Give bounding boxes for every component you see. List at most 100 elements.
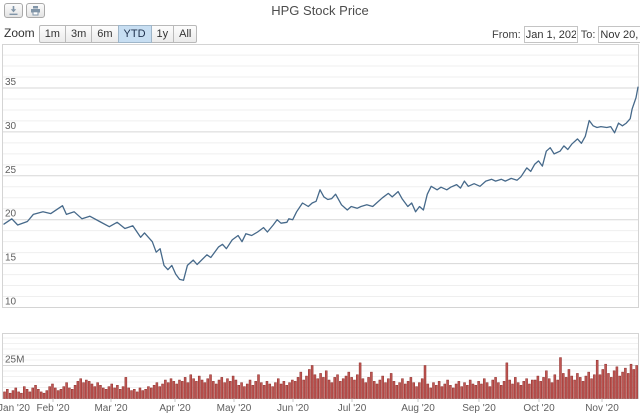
volume-bar (209, 374, 212, 399)
volume-bar (65, 382, 68, 399)
volume-bar (14, 387, 18, 399)
volume-bar (3, 391, 6, 399)
volume-bar (621, 371, 624, 399)
volume-bar (598, 374, 602, 399)
volume-bar (11, 390, 15, 399)
volume-bar (319, 373, 322, 399)
volume-bar (409, 377, 413, 399)
volume-bar (595, 359, 599, 399)
volume-bar (155, 382, 159, 399)
volume-bar (629, 363, 633, 399)
volume-bar (62, 386, 66, 399)
volume-bar (240, 382, 243, 399)
volume-bar (166, 382, 170, 399)
volume-bar (288, 382, 291, 399)
volume-bar (593, 374, 596, 399)
volume-bar (460, 386, 463, 399)
volume-bar (212, 381, 215, 399)
volume-bar (257, 374, 260, 399)
volume-bar (183, 377, 187, 399)
volume-bar (564, 377, 568, 399)
volume-bar (203, 382, 207, 399)
from-date-input[interactable] (523, 26, 578, 43)
volume-bar (229, 381, 232, 399)
volume-bar (23, 386, 26, 399)
volume-bar (206, 378, 209, 399)
x-axis-label: Nov '20 (585, 403, 619, 414)
volume-bar (508, 379, 511, 399)
volume-bar (333, 377, 336, 399)
volume-bar (248, 379, 252, 399)
x-axis-label: Sep '20 (462, 403, 496, 414)
volume-bar (268, 383, 272, 399)
volume-bar (607, 373, 610, 399)
volume-bar (528, 383, 531, 399)
volume-bar (556, 379, 559, 399)
volume-bar (133, 389, 136, 399)
volume-bar (635, 365, 638, 399)
volume-bar (31, 387, 34, 399)
volume-bar (56, 390, 60, 399)
volume-bar (570, 375, 574, 399)
volume-bar (189, 374, 193, 399)
x-axis-label: May '20 (217, 403, 252, 414)
volume-bar (274, 382, 277, 399)
volume-bar (542, 377, 545, 399)
volume-bar (415, 386, 418, 399)
volume-bar (158, 386, 161, 399)
volume-bar (353, 379, 356, 399)
zoom-button-ytd[interactable]: YTD (117, 25, 152, 43)
volume-bar (615, 366, 619, 399)
zoom-button-3m[interactable]: 3m (64, 25, 93, 43)
to-date-input[interactable] (598, 26, 640, 43)
volume-bar (494, 377, 497, 399)
volume-bar (28, 391, 32, 399)
volume-bar (214, 383, 218, 399)
volume-bar (466, 385, 469, 399)
volume-bar (536, 375, 540, 399)
volume-bar (358, 362, 362, 399)
volume-bar (581, 381, 585, 399)
volume-bar (418, 382, 421, 399)
volume-bar (118, 389, 122, 399)
x-axis-label: Apr '20 (159, 403, 191, 414)
volume-bar (401, 378, 404, 399)
volume-bar (432, 382, 435, 399)
volume-bar (590, 378, 593, 399)
volume-bar (367, 377, 370, 399)
volume-bar (144, 389, 147, 399)
volume-bar (192, 378, 195, 399)
volume-bar (70, 389, 74, 399)
price-axis-label: 25 (5, 165, 17, 176)
volume-bar (361, 378, 365, 399)
volume-bar (404, 383, 407, 399)
volume-bar (477, 381, 480, 399)
volume-bar (107, 386, 111, 399)
volume-bar (161, 383, 164, 399)
volume-bar (226, 378, 229, 399)
volume-bar (463, 382, 466, 399)
price-pane-border (2, 44, 639, 308)
volume-bar (632, 369, 636, 399)
volume-bar (412, 382, 415, 399)
volume-bar (293, 381, 297, 399)
volume-bar (384, 382, 387, 399)
volume-bar (423, 365, 427, 399)
zoom-button-6m[interactable]: 6m (91, 25, 119, 43)
print-button[interactable] (26, 3, 45, 18)
volume-bar (578, 377, 582, 399)
volume-bar (516, 382, 520, 399)
volume-bar (231, 375, 235, 399)
download-button[interactable] (4, 3, 23, 18)
volume-bar (260, 382, 263, 399)
volume-bar (279, 383, 283, 399)
volume-bar (531, 379, 534, 399)
zoom-button-all[interactable]: All (173, 25, 198, 43)
volume-bar (601, 369, 605, 399)
price-axis-label: 15 (5, 253, 17, 264)
volume-bar (104, 389, 108, 399)
volume-bar (533, 379, 537, 399)
x-axis-label: Oct '20 (523, 403, 555, 414)
